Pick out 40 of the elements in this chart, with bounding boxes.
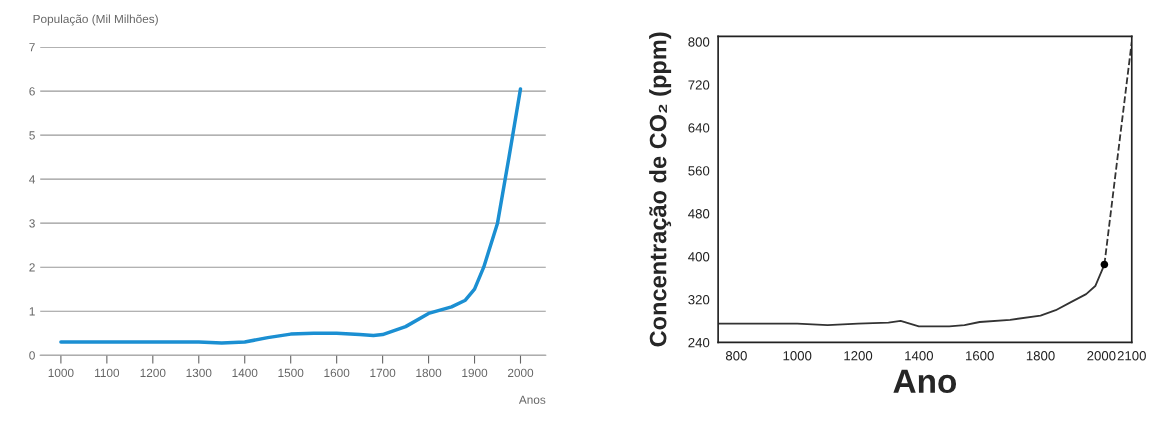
y-tick-label: 400	[688, 252, 710, 262]
x-tick-label: 2000	[1087, 351, 1116, 361]
x-tick-label: 1800	[416, 368, 442, 378]
x-tick-label: 1100	[95, 368, 120, 378]
x-tick-label: 2100	[1117, 351, 1146, 361]
y-tick-label: 480	[688, 209, 710, 219]
y-tick-label: 2	[29, 263, 35, 272]
y-tick-label: 0	[29, 351, 35, 360]
y-tick-label: 1	[29, 307, 35, 316]
x-tick-label: 1500	[278, 368, 304, 378]
x-tick-label: 1400	[232, 368, 258, 378]
x-tick-label: 1600	[324, 368, 350, 378]
x-tick-label: 1800	[1026, 351, 1055, 361]
y-axis-title: População (Mil Milhões)	[33, 14, 158, 26]
y-tick-label: 320	[688, 295, 710, 305]
x-tick-label: 1000	[48, 368, 74, 378]
x-tick-label: 800	[725, 351, 747, 361]
x-tick-label: 1300	[186, 368, 212, 378]
x-tick-label: 1900	[462, 368, 488, 378]
y-tick-label: 560	[688, 166, 710, 176]
line-series	[59, 87, 523, 345]
y-tick-label: 640	[688, 123, 710, 133]
x-tick-label: 1600	[966, 351, 994, 361]
x-tick-label: 1200	[844, 351, 873, 361]
y-tick-label: 800	[688, 37, 710, 47]
y-tick-label: 720	[688, 80, 710, 90]
y-tick-label: 6	[29, 87, 35, 96]
y-tick-label: 3	[29, 219, 35, 228]
y-tick-label: 240	[688, 337, 710, 348]
x-axis-title: Anos	[518, 395, 546, 404]
x-tick-label: 1200	[140, 368, 166, 378]
x-tick-label: 1700	[370, 368, 396, 378]
y-tick-label: 5	[29, 131, 35, 140]
x-tick-label: 1400	[905, 351, 934, 361]
y-tick-label: 7	[29, 43, 35, 52]
y-axis-title: Concentração de CO₂ (ppm)	[649, 32, 672, 347]
x-tick-label: 2000	[507, 368, 534, 378]
y-tick-label: 4	[29, 175, 36, 184]
x-tick-label: 1000	[783, 351, 812, 361]
x-axis-title: Ano	[893, 369, 957, 394]
